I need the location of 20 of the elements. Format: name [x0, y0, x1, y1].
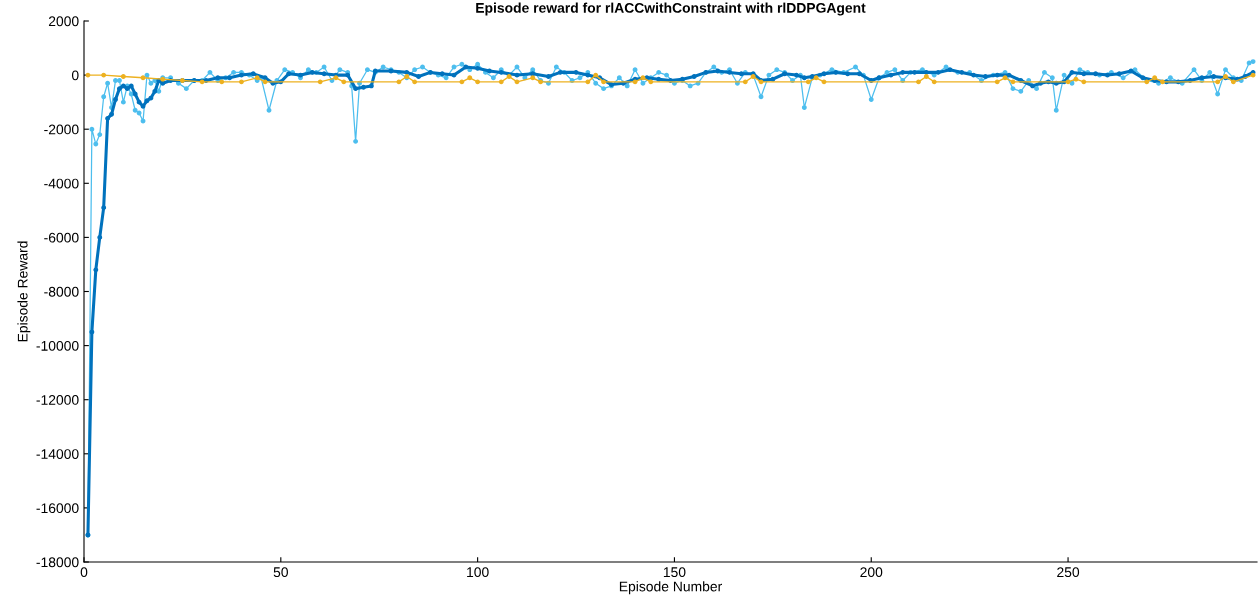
y-tick-label: -6000 — [44, 232, 79, 243]
y-tick-label: 0 — [71, 70, 79, 81]
y-tick-label: -12000 — [36, 395, 79, 405]
x-tick-label: 0 — [80, 567, 88, 578]
y-tick-label: -4000 — [44, 178, 79, 189]
x-tick-label: 150 — [663, 567, 686, 578]
y-tick-label: -18000 — [36, 557, 79, 568]
chart-title: Episode reward for rlACCwithConstraint with rlDDPGAgent — [476, 2, 866, 16]
x-tick-label: 50 — [273, 567, 288, 578]
y-tick-label: -8000 — [44, 286, 79, 297]
y-tick-label: -10000 — [36, 340, 79, 351]
y-tick-label: -16000 — [36, 503, 79, 514]
y-tick-label: 2000 — [48, 16, 79, 27]
x-axis-title: Episode Number — [619, 581, 722, 595]
y-tick-label: -2000 — [44, 124, 79, 135]
x-tick-label: 200 — [860, 567, 883, 578]
y-axis-title: Episode Reward — [17, 241, 31, 342]
y-tick-label: -14000 — [36, 449, 79, 459]
x-tick-label: 100 — [467, 567, 489, 578]
x-tick-label: 250 — [1057, 567, 1080, 578]
